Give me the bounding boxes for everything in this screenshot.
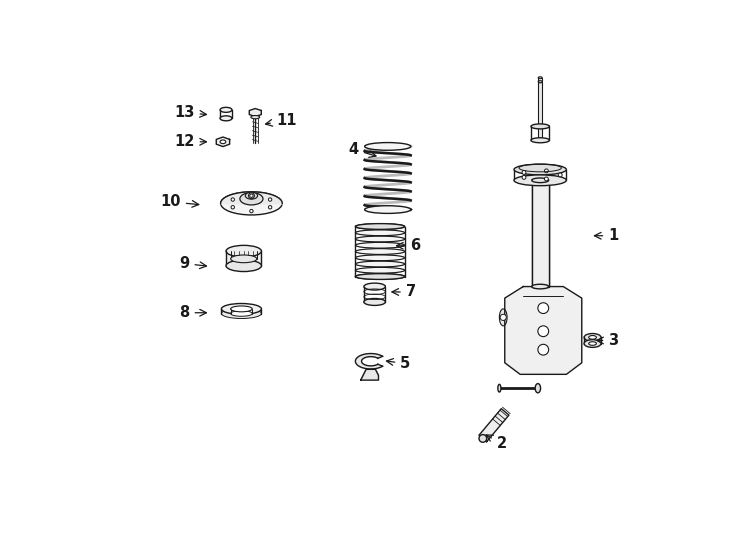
Circle shape — [500, 314, 506, 320]
Text: 3: 3 — [597, 333, 619, 348]
Text: 1: 1 — [595, 228, 619, 243]
Ellipse shape — [221, 192, 283, 215]
Polygon shape — [217, 137, 230, 146]
Ellipse shape — [584, 334, 601, 341]
Ellipse shape — [531, 138, 550, 143]
Bar — [538, 82, 542, 140]
Circle shape — [231, 206, 234, 209]
Circle shape — [522, 176, 526, 179]
Circle shape — [250, 194, 253, 198]
Circle shape — [269, 206, 272, 209]
Ellipse shape — [531, 178, 548, 183]
Polygon shape — [226, 251, 261, 266]
Text: 7: 7 — [392, 285, 416, 300]
Ellipse shape — [230, 310, 252, 316]
Polygon shape — [361, 369, 379, 380]
Ellipse shape — [364, 283, 385, 290]
Ellipse shape — [514, 164, 567, 175]
Ellipse shape — [220, 140, 226, 144]
Ellipse shape — [355, 255, 404, 261]
Ellipse shape — [479, 435, 487, 442]
Text: 9: 9 — [179, 256, 206, 271]
Text: 8: 8 — [179, 305, 206, 320]
Ellipse shape — [240, 193, 263, 205]
Polygon shape — [479, 409, 509, 442]
Ellipse shape — [355, 242, 404, 248]
Circle shape — [250, 210, 253, 213]
Ellipse shape — [245, 192, 258, 199]
Ellipse shape — [355, 224, 404, 230]
Ellipse shape — [220, 116, 232, 121]
Polygon shape — [250, 109, 261, 117]
Circle shape — [522, 171, 526, 174]
Text: 12: 12 — [174, 134, 206, 149]
Ellipse shape — [222, 303, 261, 314]
Ellipse shape — [355, 224, 404, 230]
Circle shape — [231, 198, 234, 201]
Ellipse shape — [226, 245, 261, 257]
Bar — [531, 180, 548, 287]
Ellipse shape — [355, 274, 404, 279]
Ellipse shape — [584, 340, 601, 347]
Text: 5: 5 — [387, 356, 410, 371]
Ellipse shape — [355, 267, 404, 273]
Ellipse shape — [251, 116, 260, 119]
Ellipse shape — [589, 342, 597, 345]
Ellipse shape — [365, 143, 411, 150]
Circle shape — [538, 303, 548, 314]
Ellipse shape — [355, 274, 404, 279]
Ellipse shape — [514, 175, 567, 186]
Ellipse shape — [355, 230, 404, 235]
Polygon shape — [355, 354, 382, 369]
Ellipse shape — [222, 308, 261, 319]
Ellipse shape — [538, 80, 542, 83]
Ellipse shape — [230, 255, 257, 262]
Ellipse shape — [226, 260, 261, 272]
Text: 11: 11 — [266, 113, 297, 128]
Ellipse shape — [355, 248, 404, 254]
Ellipse shape — [230, 306, 252, 312]
Circle shape — [538, 345, 548, 355]
Ellipse shape — [531, 284, 548, 289]
Circle shape — [559, 173, 562, 177]
Text: 13: 13 — [174, 105, 206, 120]
Text: 4: 4 — [349, 142, 376, 157]
Ellipse shape — [535, 383, 540, 393]
Text: 10: 10 — [160, 194, 199, 210]
Ellipse shape — [531, 124, 550, 129]
Ellipse shape — [364, 299, 385, 306]
Ellipse shape — [365, 206, 411, 213]
Circle shape — [269, 198, 272, 201]
Ellipse shape — [498, 384, 501, 392]
Text: 6: 6 — [396, 238, 421, 253]
Circle shape — [249, 193, 255, 199]
Circle shape — [538, 326, 548, 336]
Ellipse shape — [355, 261, 404, 267]
Circle shape — [545, 177, 548, 181]
Ellipse shape — [538, 77, 542, 79]
Ellipse shape — [220, 107, 232, 112]
Ellipse shape — [355, 236, 404, 242]
Ellipse shape — [589, 335, 597, 339]
Circle shape — [545, 169, 548, 173]
Ellipse shape — [499, 309, 507, 326]
Text: 2: 2 — [486, 435, 506, 451]
Polygon shape — [505, 287, 582, 374]
